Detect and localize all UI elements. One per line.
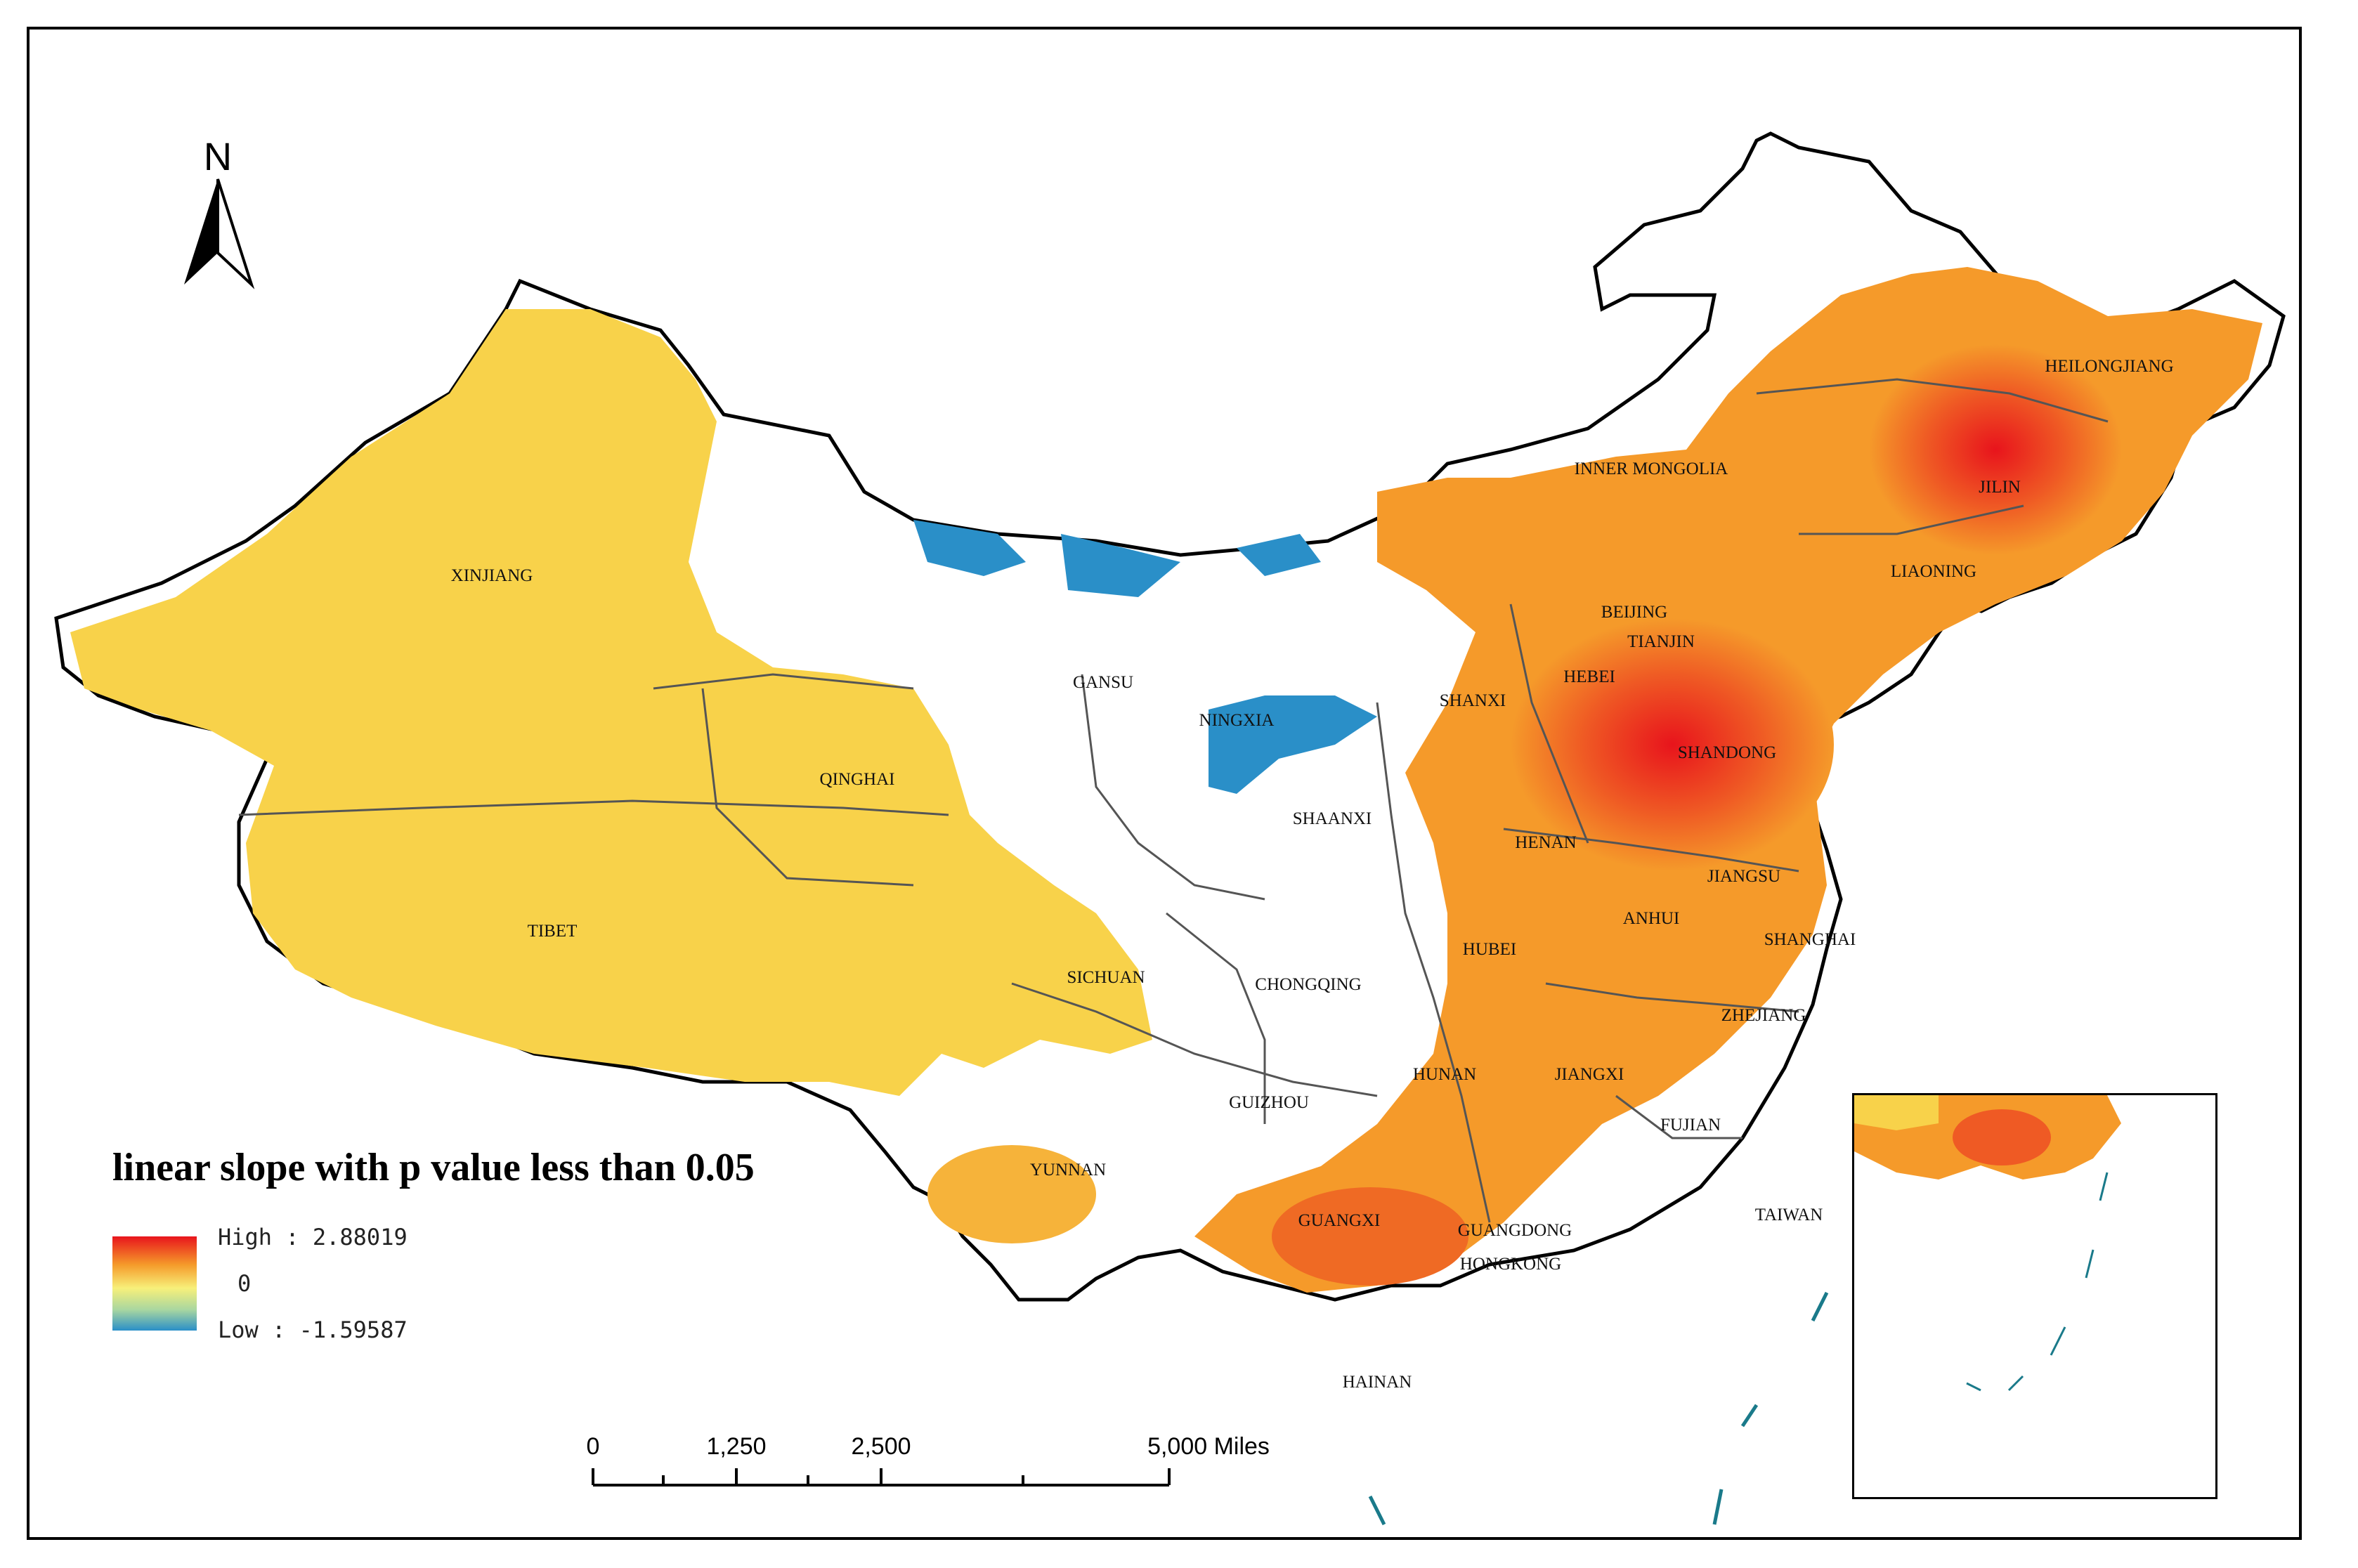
region-label-gansu: GANSU	[1072, 673, 1134, 692]
region-label-henan: HENAN	[1515, 833, 1577, 852]
region-label-fujian: FUJIAN	[1660, 1116, 1721, 1135]
region-label-shanxi: SHANXI	[1439, 691, 1506, 710]
region-label-heilongjiang: HEILONGJIANG	[2045, 357, 2174, 376]
region-label-shaanxi: SHAANXI	[1292, 809, 1372, 828]
region-label-hongkong: HONGKONG	[1459, 1255, 1562, 1274]
region-label-sichuan: SICHUAN	[1067, 968, 1145, 987]
slope-area-west	[70, 309, 1152, 1096]
region-label-guizhou: GUIZHOU	[1229, 1093, 1309, 1112]
slope-hotspot-northeast	[1869, 344, 2122, 555]
region-label-yunnan: YUNNAN	[1029, 1161, 1107, 1180]
inset-map-south-china-sea	[1852, 1093, 2217, 1499]
region-label-hainan: HAINAN	[1342, 1373, 1412, 1392]
region-label-jilin: JILIN	[1979, 478, 2021, 497]
negative-slope-north	[913, 520, 1321, 597]
region-label-shandong: SHANDONG	[1677, 743, 1777, 762]
region-label-guangdong: GUANGDONG	[1457, 1221, 1572, 1240]
region-label-tibet: TIBET	[527, 922, 578, 941]
sea-boundary-dashes	[1368, 1291, 1829, 1526]
slope-patch-yunnan	[927, 1145, 1096, 1243]
map-frame	[27, 27, 2302, 1540]
province-boundaries	[238, 378, 2109, 1223]
north-arrow	[184, 178, 255, 289]
region-label-taiwan: TAIWAN	[1754, 1206, 1823, 1224]
slope-hotspot-northchina	[1511, 618, 1834, 871]
negative-slope-ningxia	[1209, 695, 1377, 794]
legend-color-ramp	[112, 1236, 197, 1331]
region-label-hebei: HEBEI	[1563, 667, 1615, 686]
region-label-zhejiang: ZHEJIANG	[1721, 1006, 1806, 1025]
region-label-beijing: BEIJING	[1601, 603, 1668, 622]
region-label-hunan: HUNAN	[1412, 1065, 1477, 1084]
region-label-inner-mongolia: INNER MONGOLIA	[1574, 459, 1728, 478]
legend-title: linear slope with p value less than 0.05	[112, 1146, 755, 1189]
north-arrow-label: N	[203, 134, 233, 178]
region-label-tianjin: TIANJIN	[1627, 632, 1695, 651]
scale-label-2500: 2,500	[851, 1433, 911, 1460]
scale-bar	[592, 1468, 1171, 1487]
region-label-qinghai: QINGHAI	[819, 770, 895, 789]
legend-high-label: High : 2.88019	[218, 1224, 408, 1250]
slope-hotspot-guangxi	[1272, 1187, 1468, 1286]
region-label-anhui: ANHUI	[1622, 909, 1680, 928]
region-label-shanghai: SHANGHAI	[1764, 930, 1856, 949]
region-label-chongqing: CHONGQING	[1255, 975, 1362, 994]
region-label-xinjiang: XINJIANG	[450, 566, 533, 585]
region-label-jiangxi: JIANGXI	[1554, 1065, 1624, 1084]
region-label-hubei: HUBEI	[1462, 940, 1517, 959]
inset-map-canvas	[1854, 1095, 2121, 1392]
scale-label-5000: 5,000 Miles	[1147, 1433, 1270, 1460]
scale-label-0: 0	[586, 1433, 600, 1460]
scale-label-1250: 1,250	[706, 1433, 767, 1460]
region-label-liaoning: LIAONING	[1890, 562, 1977, 581]
region-label-ningxia: NINGXIA	[1199, 711, 1275, 730]
legend-mid-label: 0	[237, 1270, 252, 1297]
region-label-guangxi: GUANGXI	[1298, 1211, 1381, 1230]
legend-low-label: Low : -1.59587	[218, 1317, 408, 1343]
region-label-jiangsu: JIANGSU	[1707, 867, 1781, 886]
